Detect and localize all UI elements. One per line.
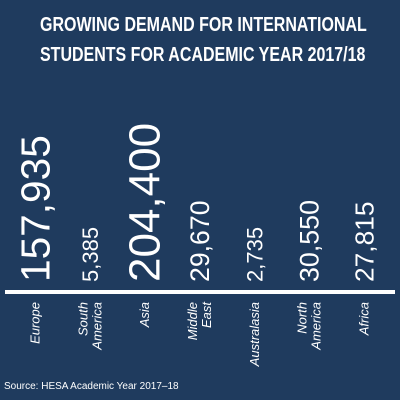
bar-south-america: 5,385 SouthAmerica <box>75 227 104 351</box>
value-label: 5,385 <box>78 227 103 282</box>
bar-europe: 157,935 Europe <box>12 135 58 344</box>
bar-asia: 204,400 Asia <box>121 123 170 328</box>
category-label: SouthAmerica <box>75 302 104 351</box>
category-label: Africa <box>357 302 372 336</box>
value-label: 2,735 <box>242 227 267 282</box>
chart-title-line-1: GROWING DEMAND FOR INTERNATIONAL <box>40 14 367 36</box>
chart-title-line-2: STUDENTS FOR ACADEMIC YEAR 2017/18 <box>40 44 366 66</box>
chart-title: GROWING DEMAND FOR INTERNATIONAL STUDENT… <box>40 10 367 70</box>
category-label: Australasia <box>247 302 262 367</box>
bar-africa: 27,815 Africa <box>350 202 380 337</box>
category-label: MiddleEast <box>185 301 214 341</box>
value-label: 29,670 <box>185 200 215 282</box>
chart-baseline <box>5 290 395 294</box>
source-note: Source: HESA Academic Year 2017–18 <box>4 381 179 392</box>
value-label: 30,550 <box>295 200 325 282</box>
value-label: 157,935 <box>12 135 58 282</box>
value-label: 204,400 <box>121 123 170 282</box>
category-label: Asia <box>137 302 152 328</box>
bar-middle-east: 29,670 MiddleEast <box>185 200 215 340</box>
value-label: 27,815 <box>350 202 380 282</box>
category-label: Europe <box>27 302 42 344</box>
category-label: NorthAmerica <box>295 302 324 351</box>
bar-australasia: 2,735 Australasia <box>242 227 267 367</box>
bar-north-america: 30,550 NorthAmerica <box>295 200 325 351</box>
